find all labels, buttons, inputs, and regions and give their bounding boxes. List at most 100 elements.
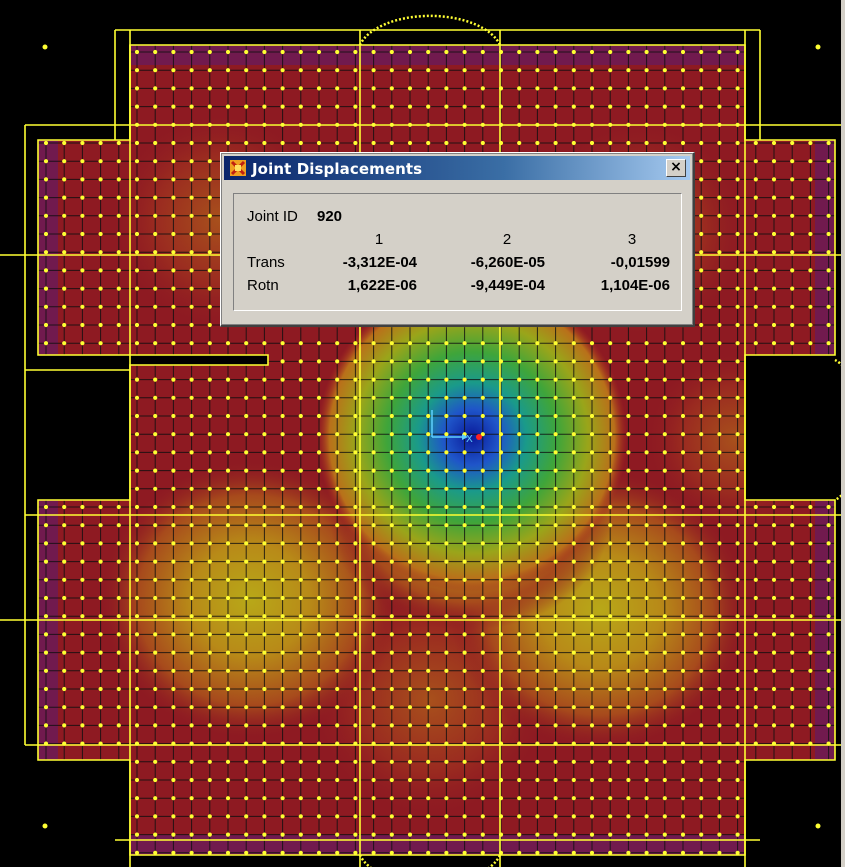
- mesh-joint[interactable]: [134, 486, 140, 491]
- mesh-joint[interactable]: [462, 122, 467, 127]
- mesh-joint[interactable]: [207, 195, 212, 200]
- mesh-joint[interactable]: [644, 486, 649, 491]
- mesh-joint[interactable]: [280, 450, 285, 455]
- mesh-joint[interactable]: [171, 322, 176, 328]
- mesh-joint[interactable]: [662, 104, 667, 109]
- mesh-joint[interactable]: [608, 140, 613, 146]
- mesh-joint[interactable]: [553, 723, 558, 728]
- mesh-joint[interactable]: [680, 523, 686, 528]
- mesh-joint[interactable]: [316, 413, 322, 419]
- mesh-joint[interactable]: [98, 814, 103, 819]
- mesh-joint[interactable]: [644, 650, 649, 655]
- mesh-joint[interactable]: [771, 850, 777, 855]
- mesh-joint[interactable]: [498, 523, 504, 528]
- mesh-joint[interactable]: [444, 140, 449, 146]
- mesh-joint[interactable]: [298, 723, 303, 728]
- mesh-joint[interactable]: [80, 814, 85, 819]
- mesh-joint[interactable]: [371, 468, 376, 473]
- mesh-joint[interactable]: [608, 705, 613, 710]
- mesh-joint[interactable]: [626, 122, 631, 127]
- mesh-joint[interactable]: [43, 559, 49, 564]
- mesh-joint[interactable]: [626, 759, 631, 764]
- mesh-joint[interactable]: [790, 286, 795, 291]
- mesh-joint[interactable]: [771, 195, 777, 200]
- mesh-joint[interactable]: [608, 650, 613, 655]
- mesh-joint[interactable]: [407, 541, 413, 546]
- mesh-joint[interactable]: [535, 341, 540, 346]
- mesh-joint[interactable]: [480, 450, 485, 455]
- mesh-joint[interactable]: [80, 286, 85, 291]
- mesh-joint[interactable]: [790, 777, 795, 783]
- mesh-joint[interactable]: [790, 814, 795, 819]
- mesh-joint[interactable]: [353, 614, 358, 619]
- mesh-joint[interactable]: [43, 668, 49, 673]
- mesh-joint[interactable]: [62, 559, 67, 564]
- mesh-joint[interactable]: [480, 832, 485, 837]
- mesh-joint[interactable]: [244, 723, 249, 728]
- mesh-joint[interactable]: [116, 432, 121, 437]
- mesh-joint[interactable]: [444, 377, 449, 382]
- mesh-joint[interactable]: [62, 268, 67, 273]
- mesh-joint[interactable]: [189, 486, 194, 491]
- mesh-joint[interactable]: [699, 705, 704, 710]
- mesh-joint[interactable]: [171, 705, 176, 710]
- mesh-joint[interactable]: [717, 668, 722, 673]
- mesh-joint[interactable]: [298, 559, 303, 564]
- mesh-joint[interactable]: [699, 595, 704, 601]
- mesh-joint[interactable]: [80, 341, 85, 346]
- mesh-joint[interactable]: [244, 450, 249, 455]
- mesh-joint[interactable]: [371, 577, 376, 582]
- mesh-joint[interactable]: [553, 595, 558, 601]
- mesh-joint[interactable]: [407, 450, 413, 455]
- mesh-joint[interactable]: [116, 741, 121, 746]
- mesh-joint[interactable]: [589, 49, 595, 55]
- mesh-joint[interactable]: [480, 122, 485, 127]
- mesh-joint[interactable]: [571, 504, 576, 510]
- mesh-joint[interactable]: [225, 432, 231, 437]
- mesh-joint[interactable]: [699, 195, 704, 200]
- mesh-joint[interactable]: [262, 577, 267, 582]
- mesh-joint[interactable]: [462, 632, 467, 637]
- mesh-joint[interactable]: [571, 705, 576, 710]
- mesh-joint[interactable]: [644, 832, 649, 837]
- mesh-joint[interactable]: [407, 413, 413, 419]
- mesh-joint[interactable]: [662, 850, 667, 855]
- mesh-joint[interactable]: [753, 49, 758, 55]
- mesh-joint[interactable]: [462, 650, 467, 655]
- mesh-joint[interactable]: [171, 850, 176, 855]
- mesh-joint[interactable]: [316, 650, 322, 655]
- mesh-joint[interactable]: [43, 468, 49, 473]
- mesh-joint[interactable]: [608, 595, 613, 601]
- mesh-joint[interactable]: [134, 632, 140, 637]
- mesh-joint[interactable]: [753, 559, 758, 564]
- mesh-joint[interactable]: [316, 577, 322, 582]
- mesh-joint[interactable]: [517, 705, 522, 710]
- mesh-joint[interactable]: [771, 705, 777, 710]
- mesh-joint[interactable]: [153, 723, 158, 728]
- mesh-joint[interactable]: [662, 650, 667, 655]
- mesh-joint[interactable]: [808, 668, 813, 673]
- mesh-joint[interactable]: [808, 796, 813, 801]
- mesh-joint[interactable]: [735, 359, 740, 364]
- mesh-joint[interactable]: [335, 796, 340, 801]
- mesh-joint[interactable]: [680, 559, 686, 564]
- mesh-joint[interactable]: [244, 395, 249, 400]
- mesh-joint[interactable]: [626, 359, 631, 364]
- mesh-joint[interactable]: [717, 268, 722, 273]
- mesh-joint[interactable]: [116, 177, 121, 182]
- mesh-joint[interactable]: [644, 377, 649, 382]
- mesh-joint[interactable]: [571, 432, 576, 437]
- mesh-joint[interactable]: [407, 68, 413, 73]
- mesh-joint[interactable]: [717, 650, 722, 655]
- mesh-joint[interactable]: [571, 559, 576, 564]
- mesh-joint[interactable]: [608, 541, 613, 546]
- mesh-joint[interactable]: [171, 413, 176, 419]
- mesh-joint[interactable]: [171, 486, 176, 491]
- mesh-joint[interactable]: [753, 304, 758, 309]
- mesh-joint[interactable]: [353, 650, 358, 655]
- mesh-joint[interactable]: [98, 104, 103, 109]
- mesh-joint[interactable]: [189, 723, 194, 728]
- mesh-joint[interactable]: [207, 68, 212, 73]
- mesh-joint[interactable]: [134, 650, 140, 655]
- mesh-joint[interactable]: [316, 814, 322, 819]
